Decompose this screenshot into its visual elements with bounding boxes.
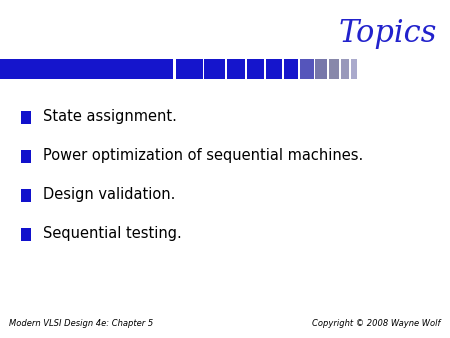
Bar (247, 59, 264, 79)
Text: State assignment.: State assignment. (43, 109, 176, 124)
Bar (328, 59, 329, 79)
Bar (21, 150, 31, 163)
Bar (351, 59, 357, 79)
Bar (227, 59, 245, 79)
Bar (350, 59, 351, 79)
Bar (299, 59, 300, 79)
Text: Modern VLSI Design 4e: Chapter 5: Modern VLSI Design 4e: Chapter 5 (9, 319, 153, 328)
Bar (203, 59, 204, 79)
Bar (246, 59, 247, 79)
Bar (21, 111, 31, 124)
Bar (340, 59, 341, 79)
Bar (329, 59, 339, 79)
Bar (266, 59, 282, 79)
Bar (21, 228, 31, 241)
Bar (283, 59, 284, 79)
Bar (176, 59, 202, 79)
Bar (265, 59, 266, 79)
Bar (315, 59, 327, 79)
Bar (204, 59, 225, 79)
Bar (0, 59, 173, 79)
Text: Sequential testing.: Sequential testing. (43, 226, 181, 241)
Text: Design validation.: Design validation. (43, 187, 175, 202)
Text: Topics: Topics (338, 18, 436, 49)
Text: Power optimization of sequential machines.: Power optimization of sequential machine… (43, 148, 363, 163)
Bar (300, 59, 314, 79)
Bar (226, 59, 227, 79)
Bar (21, 189, 31, 202)
Bar (341, 59, 349, 79)
Text: Copyright © 2008 Wayne Wolf: Copyright © 2008 Wayne Wolf (312, 319, 441, 328)
Bar (284, 59, 298, 79)
